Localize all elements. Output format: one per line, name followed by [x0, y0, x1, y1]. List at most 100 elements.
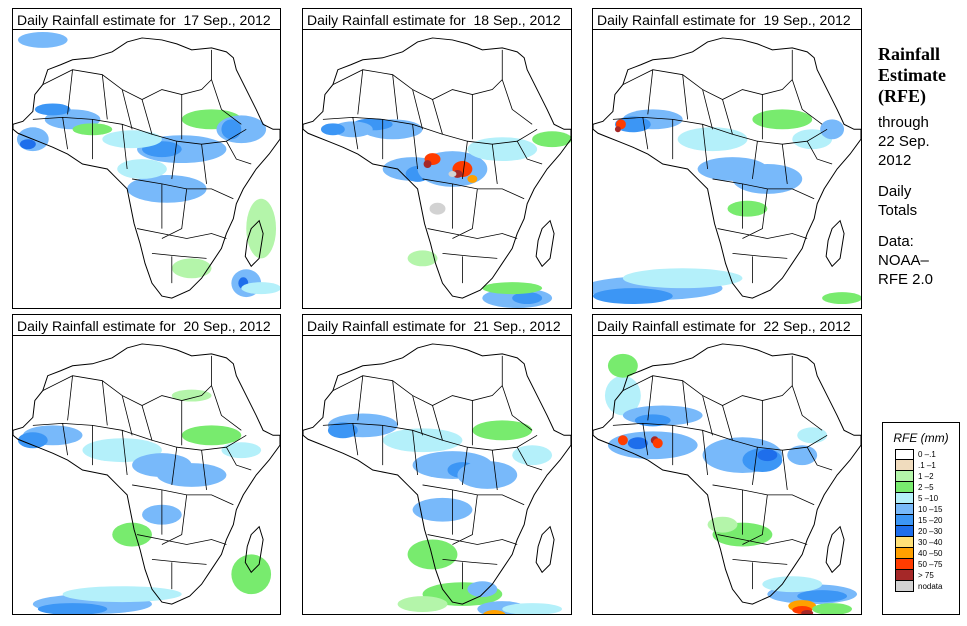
- source-line1: NOAA–: [878, 252, 929, 269]
- rainfall-area: [787, 445, 818, 466]
- legend-swatch: [895, 559, 914, 570]
- rainfall-map[interactable]: [592, 335, 862, 615]
- rainfall-area: [797, 427, 828, 444]
- rainfall-area: [429, 202, 446, 215]
- legend-item: nodata: [895, 581, 959, 592]
- country-border: [612, 116, 828, 145]
- legend-swatch: [895, 471, 914, 482]
- rainfall-area: [231, 554, 272, 595]
- color-legend: RFE (mm) 0 –.1 .1 –1 1 –2 2 –5 5 –10 10 –15 15…: [882, 422, 960, 615]
- rainfall-area: [607, 431, 698, 460]
- madagascar-outline: [244, 219, 264, 268]
- legend-label: > 75: [918, 571, 934, 580]
- rainfall-area: [457, 461, 518, 489]
- legend-label: 30 –40: [918, 538, 943, 547]
- rainfall-map[interactable]: [12, 29, 281, 309]
- country-border: [67, 69, 183, 140]
- legend-item: 1 –2: [895, 471, 959, 482]
- madagascar-outline: [535, 525, 555, 574]
- map-panel-3: Daily Rainfall estimate for 19 Sep., 201…: [592, 8, 862, 309]
- country-border: [62, 423, 207, 490]
- country-border: [32, 422, 247, 451]
- rainfall-area: [727, 200, 768, 217]
- rainfall-map[interactable]: [302, 29, 572, 309]
- main-title-line3: (RFE): [878, 86, 926, 106]
- rainfall-area: [397, 596, 448, 613]
- legend-item: 15 –20: [895, 515, 959, 526]
- rainfall-layer: [327, 413, 563, 614]
- rainfall-area: [19, 139, 36, 150]
- rainfall-area: [412, 497, 473, 522]
- africa-coastline: [13, 37, 280, 299]
- legend-label: 0 –.1: [918, 450, 936, 459]
- main-title-line1: Rainfall: [878, 44, 941, 64]
- map-panel-4: Daily Rainfall estimate for 20 Sep., 201…: [12, 314, 281, 615]
- africa-coastline: [303, 343, 571, 605]
- country-border: [332, 49, 503, 100]
- through-date-line2: 2012: [878, 152, 912, 169]
- rainfall-area: [34, 103, 71, 116]
- country-border: [32, 116, 247, 145]
- map-panel-5: Daily Rainfall estimate for 21 Sep., 201…: [302, 314, 572, 615]
- rainfall-area: [17, 432, 48, 449]
- rainfall-map[interactable]: [592, 29, 862, 309]
- africa-map-svg: [13, 31, 280, 299]
- rainfall-area: [221, 119, 242, 140]
- rainfall-area: [757, 449, 778, 462]
- legend-swatch: [895, 449, 914, 460]
- country-border: [501, 79, 543, 165]
- country-border: [622, 49, 793, 100]
- rainfall-area: [117, 159, 167, 179]
- country-border: [352, 423, 498, 490]
- rainfall-area: [483, 610, 506, 614]
- rainfall-area: [482, 282, 543, 295]
- rainfall-area: [797, 590, 848, 603]
- legend-swatch: [895, 482, 914, 493]
- panel-title: Daily Rainfall estimate for 18 Sep., 201…: [302, 8, 572, 30]
- legend-item: 0 –.1: [895, 449, 959, 460]
- map-panel-6: Daily Rainfall estimate for 22 Sep., 201…: [592, 314, 862, 615]
- legend-label: 5 –10: [918, 494, 939, 503]
- rainfall-area: [801, 610, 814, 614]
- rainfall-area: [502, 603, 563, 614]
- country-border: [211, 79, 252, 165]
- map-panel-1: Daily Rainfall estimate for 17 Sep., 201…: [12, 8, 281, 309]
- rainfall-area: [593, 288, 673, 305]
- rainfall-area: [512, 445, 553, 466]
- legend-label: 20 –30: [918, 527, 943, 536]
- country-border: [42, 49, 212, 100]
- panel-title: Daily Rainfall estimate for 19 Sep., 201…: [592, 8, 862, 30]
- legend-swatch: [895, 537, 914, 548]
- legend-label: 10 –15: [918, 505, 943, 514]
- rainfall-area: [732, 164, 803, 194]
- country-border: [42, 355, 212, 406]
- rainfall-area: [627, 437, 648, 450]
- rainfall-area: [652, 438, 663, 449]
- rainfall-layer: [17, 389, 272, 614]
- panel-title: Daily Rainfall estimate for 17 Sep., 201…: [12, 8, 281, 30]
- rainfall-area: [617, 435, 628, 446]
- country-border: [791, 385, 833, 471]
- legend-item: > 75: [895, 570, 959, 581]
- rainfall-map[interactable]: [302, 335, 572, 615]
- country-border: [332, 355, 503, 406]
- rainfall-area: [467, 581, 498, 598]
- legend-item: 30 –40: [895, 537, 959, 548]
- rainfall-area: [156, 463, 227, 487]
- rainfall-area: [512, 292, 543, 305]
- rainfall-area: [382, 428, 463, 453]
- rainfall-layer: [593, 109, 861, 305]
- country-border: [322, 116, 538, 145]
- rainfall-area: [181, 425, 242, 446]
- legend-swatch: [895, 581, 914, 592]
- country-border: [647, 375, 763, 446]
- country-border: [717, 534, 808, 590]
- country-border: [427, 534, 518, 590]
- africa-map-svg: [13, 343, 280, 614]
- rainfall-map[interactable]: [12, 335, 281, 615]
- legend-swatch: [895, 493, 914, 504]
- rainfall-area: [37, 603, 108, 614]
- africa-map-svg: [593, 37, 861, 305]
- legend-item: 40 –50: [895, 548, 959, 559]
- legend-item: 5 –10: [895, 493, 959, 504]
